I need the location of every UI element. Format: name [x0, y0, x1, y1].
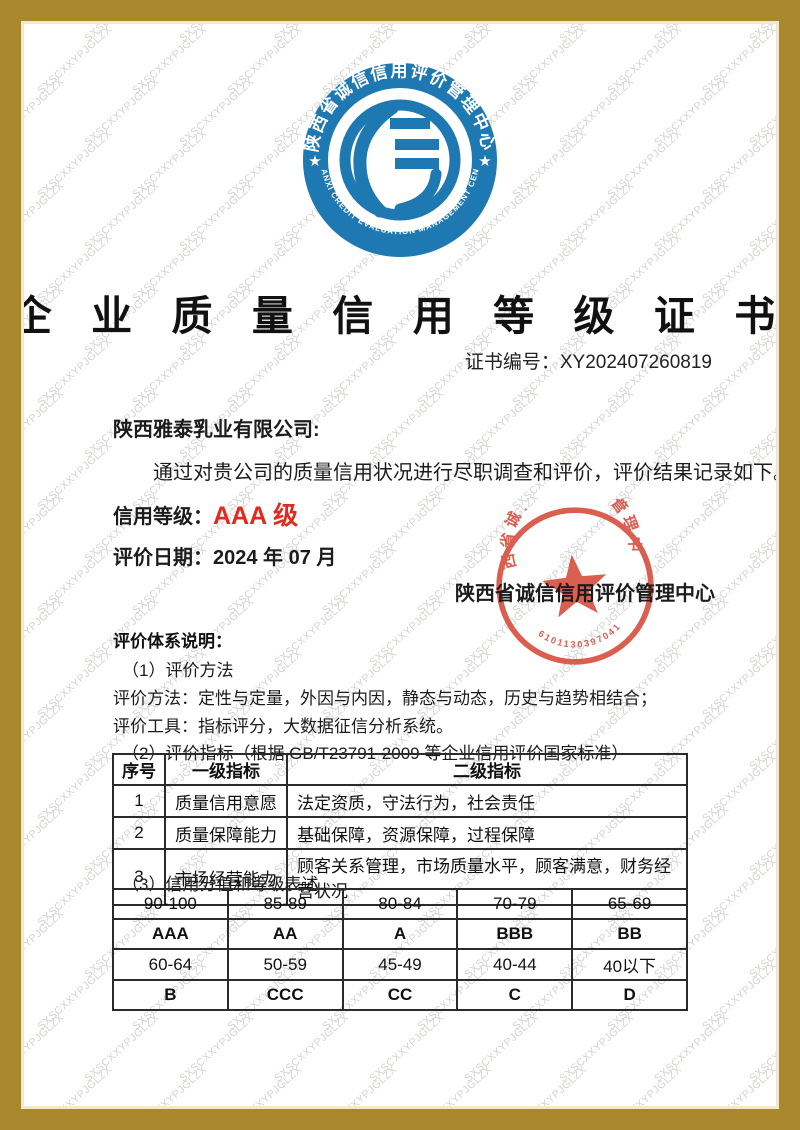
issuer-name: 陕西省诚信信用评价管理中心: [455, 583, 715, 605]
cell: 90-100: [112, 888, 229, 920]
seal-code: 6101130397041: [536, 620, 625, 654]
evaluation-date-label: 评价日期：: [113, 547, 213, 569]
table-row: 2 质量保障能力 基础保障，资源保障，过程保障: [112, 816, 688, 850]
cell: C: [456, 979, 574, 1011]
official-red-seal: 陕西省诚信信用评价管理中心 6101130397041: [485, 496, 654, 665]
table-row: B CCC CC C D: [112, 979, 688, 1011]
certificate-number-value: XY202407260819: [559, 352, 712, 373]
cell: A: [341, 918, 459, 950]
cell: 2: [112, 816, 166, 850]
credit-rating-label: 信用等级：: [113, 506, 213, 528]
cell: AA: [226, 918, 344, 950]
cell: CC: [341, 979, 459, 1011]
cell: 70-79: [456, 888, 574, 920]
col-header-seq: 序号: [112, 753, 166, 786]
certificate-title: 企 业 质 量 信 用 等 级 证 书: [10, 293, 790, 339]
credit-rating-value: AAA 级: [213, 502, 299, 530]
logo-star-left-icon: ★: [308, 153, 321, 170]
cell: 80-84: [341, 888, 459, 920]
cell: 40以下: [571, 948, 688, 981]
cell: 质量信用意愿: [164, 784, 288, 818]
evaluation-date-value: 2024 年 07 月: [213, 547, 337, 569]
table-row: 60-64 50-59 45-49 40-44 40以下: [112, 948, 688, 981]
cell: CCC: [226, 979, 344, 1011]
company-name: 陕西雅泰乳业有限公司:: [113, 419, 320, 441]
table-row: 序号 一级指标 二级指标: [112, 753, 688, 786]
col-header-level2: 二级指标: [286, 753, 688, 786]
cell: 50-59: [226, 948, 344, 981]
evaluation-intro: 通过对贵公司的质量信用状况进行尽职调查和评价，评价结果记录如下。: [153, 462, 793, 484]
cell: 85-89: [226, 888, 344, 920]
grade-scale-table: 90-100 85-89 80-84 70-79 65-69 AAA AA A …: [112, 888, 688, 1011]
logo-emblem-icon: [339, 99, 461, 221]
cell: 法定资质，守法行为，社会责任: [286, 784, 688, 818]
cell: BB: [571, 918, 688, 950]
certificate-number: 证书编号：XY202407260819: [465, 347, 712, 374]
cell: 40-44: [456, 948, 574, 981]
evaluation-date-line: 评价日期：2024 年 07 月: [113, 541, 336, 570]
cell: 45-49: [341, 948, 459, 981]
cell: 质量保障能力: [164, 816, 288, 850]
col-header-level1: 一级指标: [164, 753, 288, 786]
system-item-1: （1）评价方法: [122, 661, 234, 680]
cell: B: [112, 979, 229, 1011]
cell: BBB: [456, 918, 574, 950]
credit-center-logo: 陕西省诚信信用评价管理中心 SHAANXI CREDIT EVALUATION …: [300, 60, 497, 257]
cell: 基础保障，资源保障，过程保障: [286, 816, 688, 850]
cell: 60-64: [112, 948, 229, 981]
system-tool: 评价工具：指标评分，大数据征信分析系统。: [113, 717, 453, 736]
seal-arc-text: 陕西省诚信信用评价管理中心: [485, 496, 646, 573]
credit-rating-line: 信用等级：AAA 级: [113, 496, 298, 532]
table-row: 90-100 85-89 80-84 70-79 65-69: [112, 888, 688, 920]
cell: 65-69: [571, 888, 688, 920]
table-row: 1 质量信用意愿 法定资质，守法行为，社会责任: [112, 784, 688, 818]
system-heading: 评价体系说明：: [113, 632, 232, 651]
table-row: AAA AA A BBB BB: [112, 918, 688, 950]
seal-star-icon: [542, 554, 607, 618]
system-method: 评价方法：定性与定量，外因与内因，静态与动态，历史与趋势相结合；: [113, 689, 657, 708]
cell: AAA: [112, 918, 229, 950]
certificate-number-label: 证书编号：: [464, 352, 560, 373]
logo-star-right-icon: ★: [478, 153, 491, 170]
cell: D: [571, 979, 688, 1011]
cell: 1: [112, 784, 166, 818]
